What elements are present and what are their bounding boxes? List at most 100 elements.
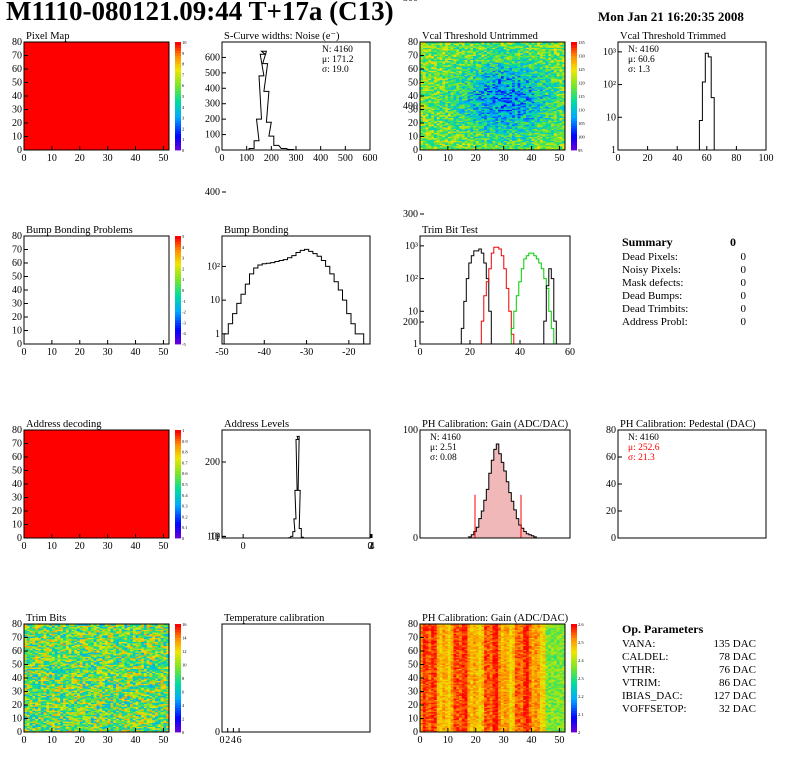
heatmap-cell — [447, 123, 452, 125]
heatmap-cell — [520, 123, 524, 125]
heatmap-cell — [447, 124, 452, 127]
heatmap-cell — [512, 144, 516, 147]
heatmap-cell — [512, 81, 516, 83]
heatmap-cell — [486, 143, 491, 145]
heatmap-cell — [431, 114, 435, 117]
heatmap-cell — [514, 96, 518, 98]
color-scale-bin — [571, 104, 577, 108]
heatmap-cell — [475, 89, 479, 91]
heatmap-cell — [528, 140, 532, 143]
heatmap-cell — [459, 66, 463, 69]
heatmap-cell — [442, 102, 446, 105]
heatmap-cell — [503, 79, 507, 82]
heatmap-cell — [453, 143, 457, 145]
heatmap-cell — [498, 147, 502, 150]
heatmap-cell — [542, 106, 546, 109]
heatmap-cell — [467, 128, 471, 131]
heatmap-cell — [509, 54, 513, 56]
color-scale-label: 3 — [182, 256, 185, 261]
heatmap-cell — [467, 98, 471, 101]
heatmap-cell — [486, 105, 491, 108]
heatmap-cell — [459, 125, 463, 128]
heatmap-cell — [433, 123, 438, 125]
x-tick-label: 40 — [515, 347, 525, 358]
heatmap-cell — [551, 56, 555, 59]
x-tick-label: -50 — [215, 347, 228, 358]
heatmap-cell — [472, 77, 477, 79]
heatmap-cell — [428, 69, 432, 71]
heatmap-cell — [525, 79, 530, 82]
heatmap-cell — [553, 54, 558, 56]
heatmap-cell — [478, 145, 482, 148]
heatmap-cell — [445, 90, 449, 93]
heatmap-cell — [512, 106, 516, 109]
heatmap-cell — [478, 121, 482, 124]
heatmap-cell — [453, 64, 457, 67]
heatmap-cell — [436, 54, 440, 56]
heatmap-cell — [467, 74, 471, 77]
heatmap-cell — [551, 131, 555, 133]
heatmap-cell — [548, 82, 552, 85]
heatmap-cell — [492, 118, 496, 121]
heatmap-cell — [478, 137, 482, 140]
heatmap-cell — [539, 112, 544, 114]
heatmap-cell — [492, 82, 496, 85]
heatmap-cell — [439, 135, 443, 137]
heatmap-cell — [517, 141, 521, 144]
heatmap-cell — [464, 105, 468, 108]
heatmap-cell — [545, 114, 549, 117]
heatmap-cell — [514, 100, 518, 102]
heatmap-cell — [509, 109, 513, 112]
heatmap-cell — [420, 141, 424, 144]
heatmap-cell — [433, 136, 438, 139]
heatmap-cell — [531, 105, 535, 108]
heatmap-cell — [503, 117, 507, 120]
heatmap-cell — [481, 132, 485, 135]
heatmap-cell — [422, 137, 426, 140]
heatmap-cell — [464, 121, 468, 124]
heatmap-cell — [492, 67, 496, 70]
heatmap-cell — [464, 83, 468, 86]
heatmap-cell — [422, 109, 426, 112]
heatmap-cell — [517, 81, 521, 83]
heatmap-cell — [422, 127, 426, 129]
heatmap-cell — [447, 74, 452, 77]
heatmap-cell — [514, 83, 518, 86]
heatmap-cell — [514, 116, 518, 118]
heatmap-cell — [433, 82, 438, 85]
heatmap-cell — [422, 87, 426, 90]
heatmap-cell — [548, 66, 552, 69]
heatmap-cell — [481, 91, 485, 94]
heatmap-cell — [472, 56, 477, 59]
heatmap-cell — [512, 89, 516, 91]
heatmap-cell — [428, 135, 432, 137]
heatmap-cell — [461, 69, 466, 71]
x-tick-label: 40 — [131, 153, 141, 164]
heatmap-cell — [481, 139, 485, 141]
heatmap-cell — [464, 74, 468, 77]
panel-title: Trim Bits — [26, 613, 66, 624]
heatmap-cell — [420, 83, 424, 86]
heatmap-cell — [525, 97, 530, 100]
heatmap-cell — [472, 145, 477, 148]
heatmap-cell — [467, 55, 471, 58]
heatmap-cell — [492, 74, 496, 77]
heatmap-cell — [539, 83, 544, 86]
heatmap-cell — [562, 132, 566, 135]
heatmap-cell — [523, 87, 527, 90]
heatmap-cell — [450, 73, 454, 75]
heatmap-cell — [442, 120, 446, 123]
heatmap-cell — [467, 94, 471, 97]
heatmap-cell — [461, 77, 466, 79]
heatmap-cell — [484, 137, 488, 140]
heatmap-cell — [459, 135, 463, 137]
heatmap-cell — [481, 108, 485, 110]
heatmap-cell — [464, 63, 468, 66]
heatmap-cell — [525, 94, 530, 97]
heatmap-cell — [537, 141, 541, 144]
heatmap-cell — [551, 91, 555, 94]
heatmap-cell — [470, 89, 474, 91]
